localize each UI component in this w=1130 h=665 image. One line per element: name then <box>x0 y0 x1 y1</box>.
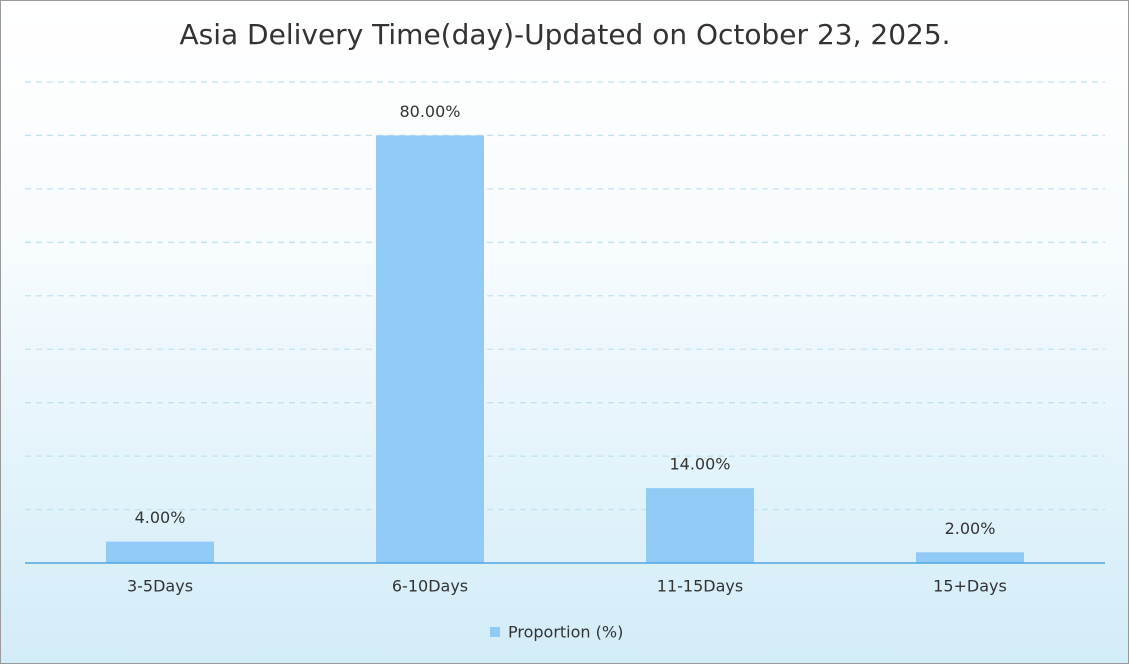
value-label: 2.00% <box>945 519 996 538</box>
x-tick-label: 11-15Days <box>657 577 743 596</box>
legend-label: Proportion (%) <box>508 623 623 642</box>
value-label: 80.00% <box>399 102 460 121</box>
value-label: 14.00% <box>669 455 730 474</box>
x-tick-label: 6-10Days <box>392 577 468 596</box>
x-tick-label: 15+Days <box>933 577 1007 596</box>
bar <box>646 488 754 563</box>
legend-swatch <box>490 627 500 637</box>
bar <box>376 135 484 563</box>
bar <box>106 541 214 563</box>
x-tick-label: 3-5Days <box>127 577 193 596</box>
value-label: 4.00% <box>135 508 186 527</box>
bar <box>916 552 1024 563</box>
chart-title: Asia Delivery Time(day)-Updated on Octob… <box>179 18 950 51</box>
